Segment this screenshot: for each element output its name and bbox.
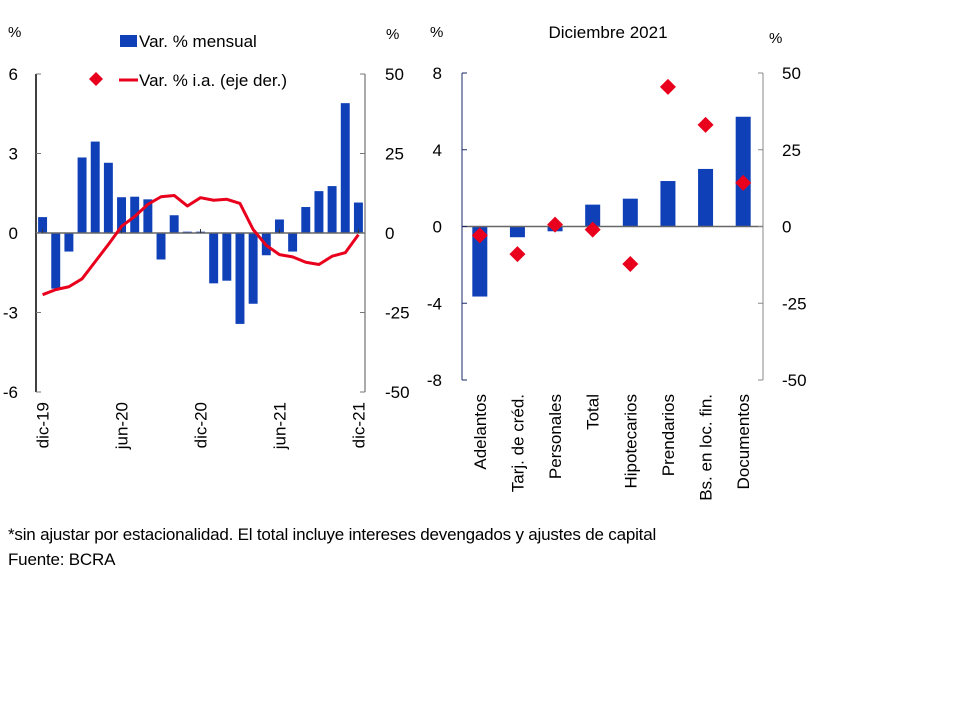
bar-mensual xyxy=(222,233,232,281)
bar-mensual xyxy=(235,233,245,324)
bar-mensual xyxy=(156,233,166,260)
left-line-layer xyxy=(42,193,360,297)
x-tick-label: jun-20 xyxy=(113,402,132,450)
bar-mensual xyxy=(77,157,87,233)
left-tick-labels: -6 -3 0 3 6 -50 -25 0 25 50 dic-19 jun-20 dic-20 jun-… xyxy=(3,65,410,450)
left-chart-left-unit: % xyxy=(8,24,21,41)
right-chart-right-unit: % xyxy=(769,30,782,47)
diamond-marker-ia xyxy=(622,255,639,272)
bar-mensual xyxy=(314,191,324,233)
left-axes xyxy=(35,73,366,393)
diamond-marker-ia xyxy=(697,116,714,133)
diamond-marker-ia xyxy=(547,216,564,233)
y-right-tick-label: -50 xyxy=(782,371,807,390)
right-axes xyxy=(461,72,764,381)
x-tick-label: dic-21 xyxy=(349,402,368,448)
legend-label-ia: Var. % i.a. (eje der.) xyxy=(139,71,287,90)
bar-mensual xyxy=(103,162,113,233)
right-chart-title: Diciembre 2021 xyxy=(548,23,667,42)
y-right-tick-label: 50 xyxy=(782,64,801,83)
bar-mensual xyxy=(340,103,350,234)
series-line-ia xyxy=(42,193,360,297)
right-chart: % Diciembre 2021 % -8 -4 0 4 8 -50 -25 0 25 50 Ade… xyxy=(427,23,807,501)
category-label: Bs. en loc. fin. xyxy=(697,394,716,501)
legend-diamond-marker xyxy=(89,72,103,86)
category-label: Prendarios xyxy=(659,394,678,476)
source-note: Fuente: BCRA xyxy=(8,550,116,569)
bar-mensual xyxy=(585,204,601,227)
bar-mensual xyxy=(117,197,127,233)
left-chart: % % Var. % mensual Var. % i.a. (eje der.… xyxy=(3,24,410,450)
bar-mensual xyxy=(248,233,258,304)
bar-mensual xyxy=(327,186,337,233)
y-right-tick-label: -25 xyxy=(782,294,807,313)
y-right-tick-label: 0 xyxy=(385,224,394,243)
right-markers xyxy=(471,78,752,272)
footnote: *sin ajustar por estacionalidad. El tota… xyxy=(8,525,657,544)
x-tick-label: jun-21 xyxy=(270,402,289,450)
bar-mensual xyxy=(698,168,714,227)
right-chart-left-unit: % xyxy=(430,24,443,41)
diamond-marker-ia xyxy=(659,78,676,95)
category-label: Hipotecarios xyxy=(621,394,640,489)
left-chart-right-unit: % xyxy=(386,26,399,43)
y-left-tick-label: -8 xyxy=(427,371,442,390)
bar-mensual xyxy=(38,217,48,233)
bar-mensual xyxy=(509,226,525,238)
diamond-marker-ia xyxy=(471,227,488,244)
y-left-tick-label: -6 xyxy=(3,383,18,402)
x-tick-label: dic-19 xyxy=(34,402,53,448)
y-left-tick-label: -4 xyxy=(427,294,442,313)
y-right-tick-label: -50 xyxy=(385,383,410,402)
diamond-marker-ia xyxy=(735,174,752,191)
y-right-tick-label: -25 xyxy=(385,304,410,323)
legend: Var. % mensual Var. % i.a. (eje der.) xyxy=(89,32,287,90)
diamond-marker-ia xyxy=(584,221,601,238)
bar-mensual xyxy=(301,207,311,233)
category-label: Adelantos xyxy=(471,394,490,470)
bar-mensual xyxy=(288,233,298,252)
bar-mensual xyxy=(660,181,676,227)
y-left-tick-label: -3 xyxy=(3,304,18,323)
right-bars xyxy=(472,116,751,297)
diamond-marker-ia xyxy=(509,246,526,263)
y-left-tick-label: 3 xyxy=(9,145,18,164)
y-right-tick-label: 0 xyxy=(782,218,791,237)
bar-mensual xyxy=(472,226,488,297)
bar-mensual xyxy=(143,199,153,233)
bar-mensual xyxy=(622,198,638,227)
bar-mensual xyxy=(90,141,100,233)
category-label: Documentos xyxy=(734,394,753,489)
y-left-tick-label: 0 xyxy=(9,224,18,243)
bar-mensual xyxy=(209,233,219,284)
legend-label-mensual: Var. % mensual xyxy=(139,32,257,51)
y-right-tick-label: 50 xyxy=(385,65,404,84)
y-left-tick-label: 8 xyxy=(433,64,442,83)
bar-mensual xyxy=(169,215,179,233)
y-left-tick-label: 4 xyxy=(433,141,442,160)
left-bars xyxy=(38,103,363,324)
y-right-tick-label: 25 xyxy=(385,145,404,164)
bar-mensual xyxy=(51,233,61,289)
y-right-tick-label: 25 xyxy=(782,141,801,160)
legend-bar-swatch xyxy=(120,35,137,47)
bar-mensual xyxy=(735,116,751,227)
y-left-tick-label: 6 xyxy=(9,65,18,84)
category-label: Tarj. de créd. xyxy=(508,394,527,492)
category-label: Total xyxy=(584,394,603,430)
x-tick-label: dic-20 xyxy=(192,402,211,448)
right-tick-labels: -8 -4 0 4 8 -50 -25 0 25 50 Adelantos Tarj. de créd… xyxy=(427,64,807,501)
bar-mensual xyxy=(274,219,284,233)
category-label: Personales xyxy=(546,394,565,479)
bar-mensual xyxy=(64,233,74,252)
bar-mensual xyxy=(353,202,363,233)
y-left-tick-label: 0 xyxy=(433,218,442,237)
